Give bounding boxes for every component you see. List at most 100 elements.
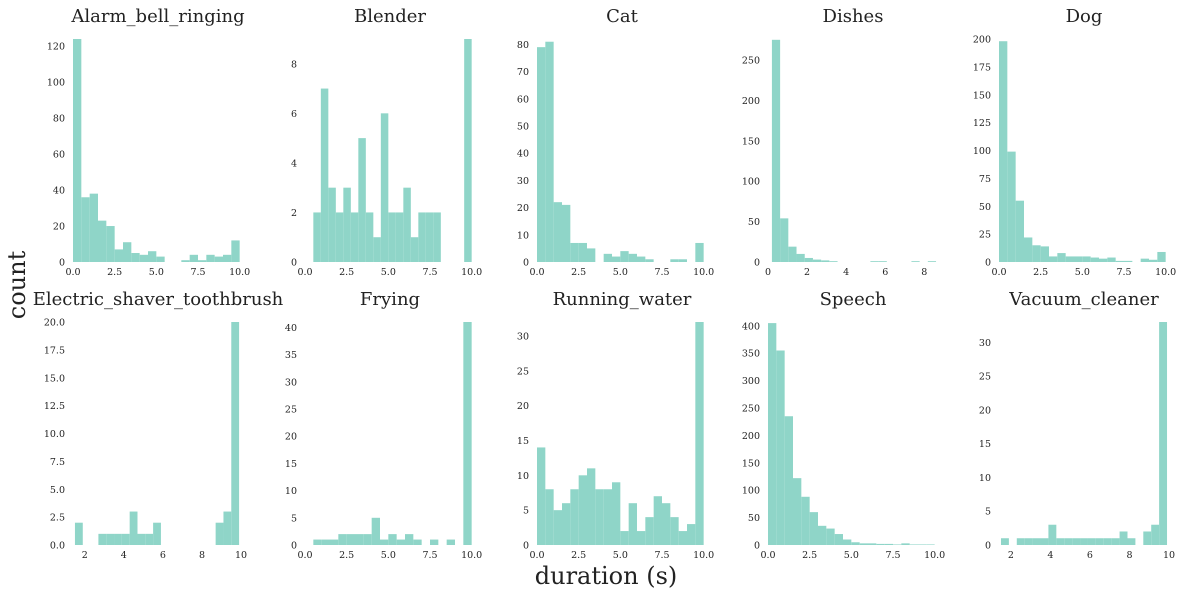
y-tick-label: 60	[517, 94, 529, 105]
histogram-bar	[1040, 246, 1049, 262]
histogram-bar	[870, 261, 879, 262]
histogram-bar	[670, 259, 679, 262]
y-tick-label: 0	[291, 258, 297, 269]
histogram-bar	[999, 41, 1008, 263]
x-tick-label: 7.5	[654, 550, 669, 561]
y-tick-label: 0.0	[50, 541, 65, 552]
histogram-bar	[418, 212, 426, 262]
histogram-bar	[884, 543, 893, 545]
histogram-bar	[637, 256, 646, 262]
histogram-bar	[396, 539, 405, 545]
panel-title: Speech	[820, 289, 887, 310]
histogram-bar	[809, 512, 818, 545]
y-tick-label: 50	[979, 202, 991, 213]
y-tick-label: 20.0	[44, 318, 65, 329]
histogram-bar	[350, 212, 359, 262]
x-tick-label: 5.0	[149, 267, 164, 278]
histogram-bar	[1127, 538, 1136, 545]
y-tick-label: 20	[517, 401, 529, 412]
y-tick-label: 125	[973, 118, 991, 129]
y-tick-label: 150	[742, 458, 760, 469]
x-tick-label: 10.0	[693, 550, 714, 561]
y-tick-label: 0	[985, 258, 991, 269]
histogram-bar	[81, 197, 90, 262]
y-tick-label: 40	[53, 186, 65, 197]
y-tick-label: 80	[53, 114, 65, 125]
histogram-bar	[89, 193, 98, 262]
histogram-bar	[371, 517, 380, 545]
histogram-bar	[231, 240, 240, 262]
histogram-bar	[1151, 524, 1160, 545]
histogram-bar	[1080, 538, 1088, 545]
x-tick-label: 10.0	[1155, 267, 1176, 278]
histogram-panel: Alarm_bell_ringing 0.0 2.5 5.0 7.5 10.0 0 20 40 6…	[47, 6, 250, 278]
x-tick-label: 5.0	[844, 550, 859, 561]
histogram-bar	[114, 249, 123, 262]
histogram-bar	[139, 254, 148, 262]
histogram-bar	[1048, 524, 1057, 545]
y-tick-label: 30	[517, 176, 529, 187]
y-tick-label: 0	[523, 258, 529, 269]
histogram-bar	[373, 237, 381, 262]
x-tick-label: 8	[1126, 550, 1132, 561]
histogram-bar	[433, 212, 441, 262]
y-tick-label: 0	[291, 541, 297, 552]
histogram-bar	[878, 261, 887, 262]
histogram-bar	[123, 242, 132, 262]
y-tick-label: 5	[523, 506, 529, 517]
y-tick-label: 10	[517, 471, 529, 482]
x-tick-label: 10	[235, 550, 247, 561]
histogram-bar	[771, 39, 781, 263]
y-tick-label: 15	[517, 436, 529, 447]
x-tick-label: 10.0	[229, 267, 250, 278]
histogram-bar	[395, 212, 404, 262]
x-tick-label: 6	[1087, 550, 1093, 561]
y-tick-label: 20	[285, 432, 297, 443]
x-tick-label: 2.5	[1033, 267, 1048, 278]
histogram-bar	[901, 543, 910, 545]
histogram-bar	[189, 254, 198, 262]
histogram-bar	[1159, 322, 1168, 545]
x-tick-label: 7.5	[422, 550, 437, 561]
y-tick-label: 17.5	[44, 345, 65, 356]
y-tick-label: 15	[285, 459, 297, 470]
histogram-bar	[603, 253, 612, 262]
histogram-bar	[74, 522, 83, 545]
histogram-bar	[358, 138, 366, 262]
y-tick-label: 100	[973, 146, 991, 157]
y-tick-label: 150	[973, 90, 991, 101]
histogram-bar	[1149, 259, 1158, 262]
x-tick-label: 6	[882, 267, 888, 278]
panel-title: Cat	[606, 6, 639, 27]
histogram-bar	[1087, 538, 1096, 545]
histogram-bar	[851, 542, 860, 545]
panel-title: Dog	[1066, 6, 1103, 27]
histogram-bar	[788, 246, 797, 262]
panel-title: Running_water	[553, 289, 692, 310]
histogram-bar	[338, 534, 347, 545]
y-tick-label: 5	[985, 507, 991, 518]
x-tick-label: 7.5	[654, 267, 669, 278]
histogram-bar	[1032, 538, 1041, 545]
x-tick-label: 0.0	[760, 550, 775, 561]
y-tick-label: 7.5	[50, 457, 65, 468]
y-tick-label: 20	[979, 405, 991, 416]
x-tick-label: 4	[121, 550, 127, 561]
histogram-bar	[223, 511, 232, 545]
y-tick-label: 40	[517, 149, 529, 160]
histogram-bar	[1111, 538, 1120, 545]
histogram-bar	[131, 253, 140, 262]
y-tick-label: 100	[47, 78, 65, 89]
histogram-bar	[645, 259, 654, 262]
histogram-bar	[587, 248, 596, 262]
histogram-bar	[1099, 258, 1108, 262]
x-tick-label: 6	[160, 550, 166, 561]
histogram-bar	[678, 531, 687, 545]
y-tick-label: 200	[742, 96, 760, 107]
histogram-bar	[843, 539, 852, 545]
histogram-bar	[380, 539, 389, 545]
histogram-bar	[821, 260, 830, 262]
histogram-bar	[620, 251, 629, 262]
histogram-bar	[1095, 538, 1104, 545]
